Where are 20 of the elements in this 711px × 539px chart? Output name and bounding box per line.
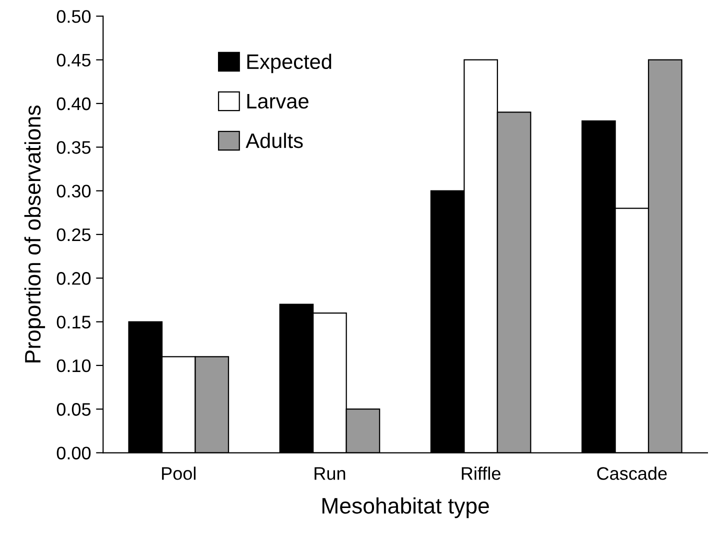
legend-label: Expected [247,54,332,74]
y-tick-label: 0.25 [56,228,91,242]
y-tick-label: 0.50 [56,10,91,23]
x-axis-title: Mesohabitat type [322,497,489,518]
y-tick-label: 0.30 [56,184,91,198]
x-tick-label: Run [314,467,346,480]
x-tick-label: Pool [162,466,196,480]
y-tick-label: 0.20 [56,272,91,285]
legend-label: Adults [246,132,303,148]
y-tick-label: 0.40 [56,97,91,110]
y-tick-label: 0.10 [56,359,91,372]
x-tick-label: Cascade [597,466,667,480]
y-axis-title: Proportion of observations [24,106,46,362]
y-tick-label: 0.45 [56,54,91,67]
y-tick-label: 0.15 [56,316,91,329]
y-tick-label: 0.00 [56,446,91,460]
y-tick-label: 0.05 [56,403,91,416]
y-tick-label: 0.35 [56,141,91,154]
x-tick-label: Riffle [462,466,500,480]
legend-label: Larvae [247,94,308,109]
